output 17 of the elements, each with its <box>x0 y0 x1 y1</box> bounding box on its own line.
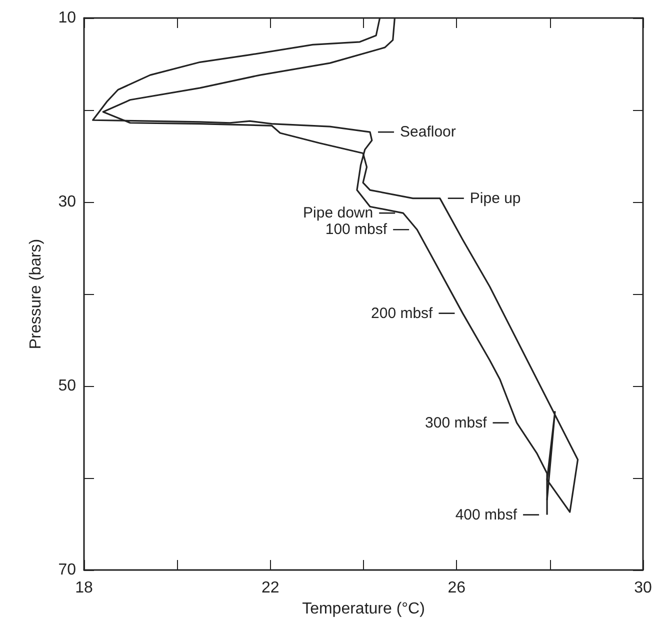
x-tick-label: 18 <box>75 580 93 596</box>
annotation: Seafloor <box>400 124 456 141</box>
annotation: Pipe up <box>470 190 521 207</box>
y-axis-title: Pressure (bars) <box>28 238 44 350</box>
annotation: 100 mbsf <box>325 221 388 238</box>
x-axis-title: Temperature (°C) <box>302 600 425 618</box>
y-tick-label: 30 <box>58 194 76 210</box>
y-tick-label: 50 <box>58 378 76 394</box>
x-tick-label: 26 <box>448 580 466 596</box>
annotation: Pipe down <box>303 204 374 222</box>
annotation: 200 mbsf <box>371 304 434 322</box>
annotation: 400 mbsf <box>455 506 518 524</box>
x-tick-label: 30 <box>634 580 652 596</box>
y-tick-label: 70 <box>58 562 76 578</box>
x-tick-label: 22 <box>261 580 280 596</box>
y-tick-label: 10 <box>58 10 76 26</box>
annotation: 300 mbsf <box>425 414 488 432</box>
